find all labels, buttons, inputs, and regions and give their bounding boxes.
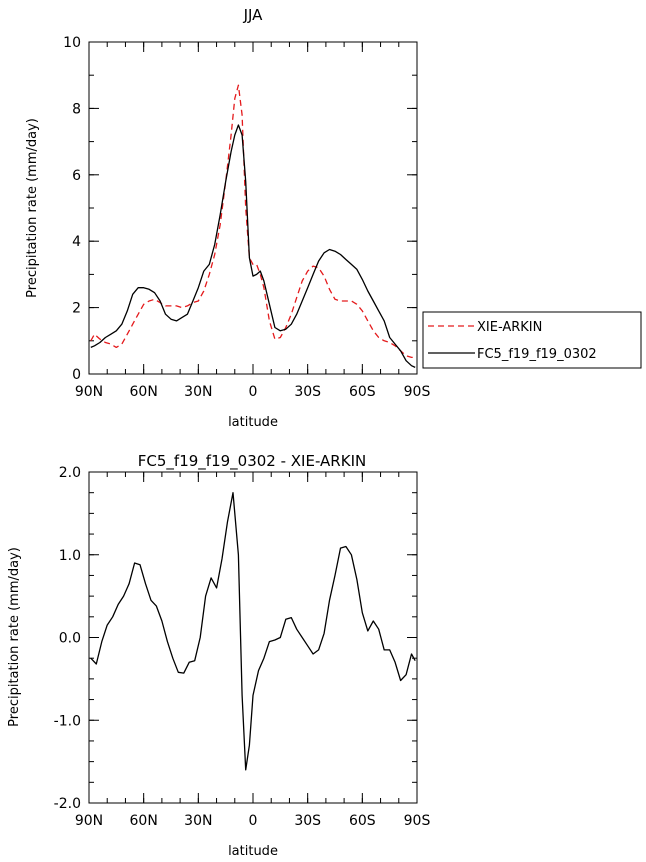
- top-series-group: [90, 84, 416, 368]
- legend-label-fc5: FC5_f19_f19_0302: [477, 347, 597, 362]
- bottom-plot-frame: [88, 471, 418, 804]
- top-y-tick-label: 4: [72, 234, 81, 250]
- bottom-y-tick-label: 1.0: [59, 548, 81, 564]
- legend: XIE-ARKIN FC5_f19_f19_0302: [422, 311, 642, 369]
- bottom-x-tick-label: 0: [249, 813, 258, 829]
- top-x-tick-label: 60S: [349, 384, 376, 400]
- bottom-panel: FC5_f19_f19_0302 - XIE-ARKIN 90N 60N 30N 0 3…: [7, 452, 430, 859]
- bottom-x-tick-label: 90N: [75, 813, 103, 829]
- bottom-series-group: [90, 492, 416, 771]
- bottom-y-axis-label: Precipitation rate (mm/day): [7, 547, 22, 727]
- top-x-tick-label: 30N: [184, 384, 212, 400]
- top-x-tick-label: 0: [249, 384, 258, 400]
- top-y-tick-label: 2: [72, 301, 81, 317]
- bottom-x-axis-label: latitude: [228, 844, 278, 859]
- bottom-y-tick-label: 2.0: [59, 465, 81, 481]
- bottom-series-line-0: [90, 492, 416, 771]
- legend-label-xie-arkin: XIE-ARKIN: [477, 320, 542, 335]
- top-x-axis-label: latitude: [228, 415, 278, 430]
- top-y-tick-label: 8: [72, 101, 81, 117]
- top-series-line-xie-arkin: [90, 84, 416, 359]
- bottom-x-tick-label: 60N: [130, 813, 158, 829]
- bottom-y-tick-label: 0.0: [59, 631, 81, 647]
- bottom-axis-ticks: 90N 60N 30N 0 30S 60S 90S -2.0 -1.0 0.0 1.0 2.0: [54, 465, 431, 829]
- top-chart-title: JJA: [243, 6, 264, 24]
- top-x-tick-label: 30S: [294, 384, 321, 400]
- legend-box: [422, 311, 642, 369]
- top-y-tick-label: 0: [72, 367, 81, 383]
- top-plot-frame: [88, 41, 418, 375]
- bottom-x-tick-label: 30S: [294, 813, 321, 829]
- bottom-y-tick-label: -2.0: [54, 796, 81, 812]
- top-x-tick-label: 90N: [75, 384, 103, 400]
- bottom-chart-title: FC5_f19_f19_0302 - XIE-ARKIN: [138, 452, 366, 471]
- top-x-tick-label: 90S: [404, 384, 431, 400]
- top-y-tick-label: 10: [63, 35, 81, 51]
- top-y-tick-label: 6: [72, 168, 81, 184]
- top-series-line-fc5-f19-f19-0302: [90, 124, 416, 368]
- top-y-axis-label: Precipitation rate (mm/day): [25, 118, 40, 298]
- top-x-tick-label: 60N: [130, 384, 158, 400]
- bottom-x-tick-label: 90S: [404, 813, 431, 829]
- bottom-y-tick-label: -1.0: [54, 713, 81, 729]
- bottom-x-tick-label: 60S: [349, 813, 376, 829]
- top-axis-ticks: 90N 60N 30N 0 30S 60S 90S 0 2 4 6 8 10: [63, 35, 430, 400]
- bottom-x-tick-label: 30N: [184, 813, 212, 829]
